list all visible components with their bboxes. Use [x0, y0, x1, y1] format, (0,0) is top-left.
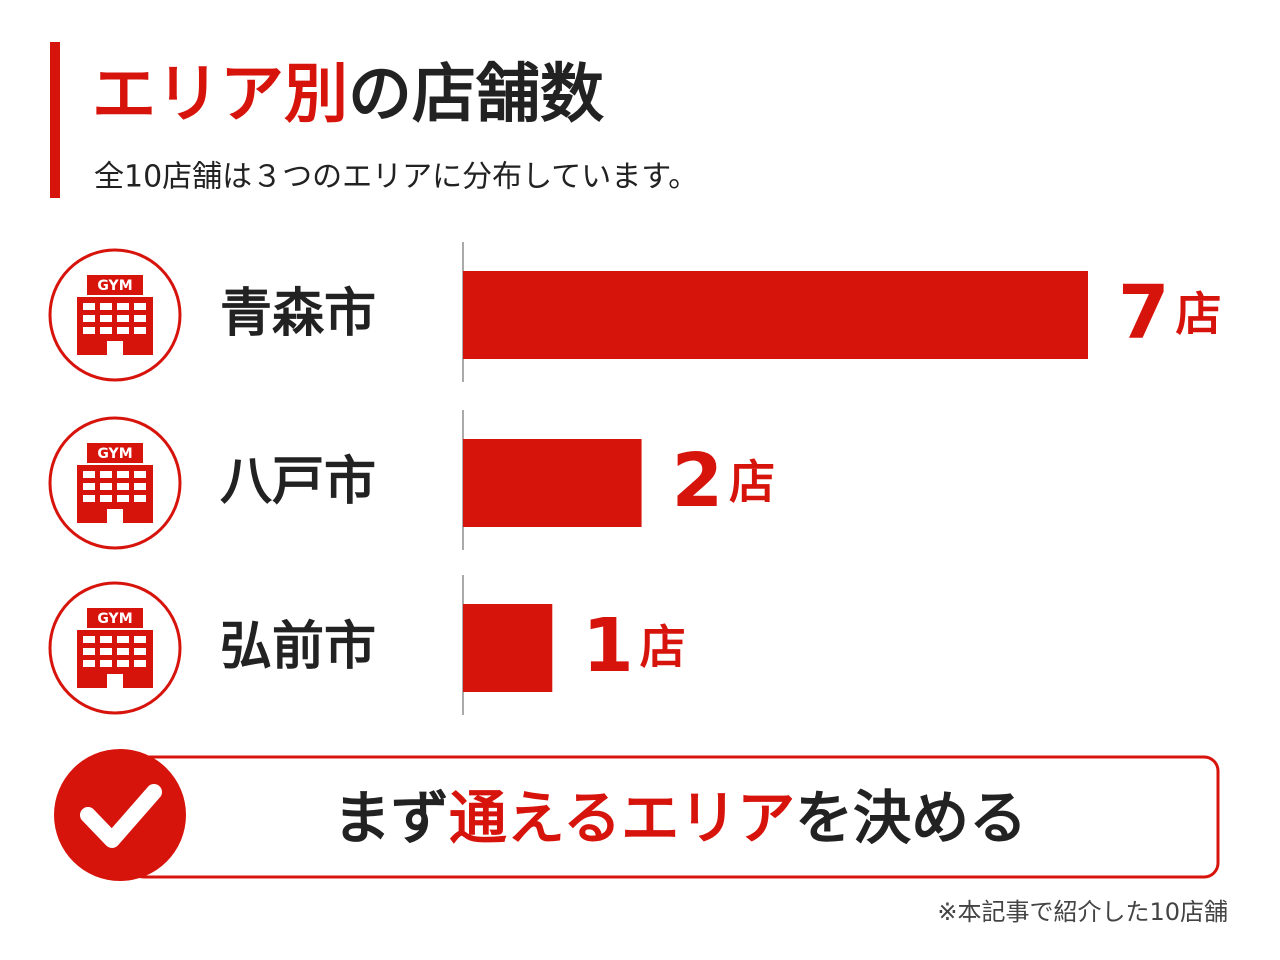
bar: [463, 604, 553, 692]
icon-window: [83, 636, 95, 643]
icon-window: [83, 327, 95, 334]
icon-door: [107, 509, 123, 523]
subtitle: 全10店舗は３つのエリアに分布しています。: [94, 160, 698, 195]
icon-window: [117, 471, 129, 478]
icon-window: [83, 471, 95, 478]
footnote: ※本記事で紹介した10店舗: [937, 898, 1228, 926]
callout-part: を決める: [795, 784, 1027, 852]
icon-window: [100, 315, 112, 322]
title-accent: [50, 42, 60, 198]
gym-icon: GYM: [48, 581, 182, 715]
callout-text: まず通えるエリアを決める: [333, 784, 1027, 852]
icon-window: [134, 483, 146, 490]
icon-label: GYM: [97, 278, 132, 294]
icon-window: [100, 495, 112, 502]
icon-window: [134, 471, 146, 478]
value-unit: 店: [729, 455, 775, 509]
icon-window: [83, 660, 95, 667]
icon-window: [83, 315, 95, 322]
icon-window: [117, 483, 129, 490]
chart-title: エリア別の店舗数: [92, 58, 604, 132]
callout-highlight: 通えるエリア: [449, 784, 795, 852]
category-label: 弘前市: [220, 617, 376, 677]
icon-window: [83, 483, 95, 490]
bar: [463, 439, 642, 527]
icon-window: [117, 315, 129, 322]
icon-sign: [87, 443, 143, 463]
icon-window: [134, 303, 146, 310]
icon-window: [117, 303, 129, 310]
icon-window: [117, 495, 129, 502]
icon-window: [134, 495, 146, 502]
gym-icon: GYM: [48, 248, 182, 382]
icon-label: GYM: [97, 611, 132, 627]
icon-window: [117, 327, 129, 334]
icon-window: [100, 471, 112, 478]
value-number: 7: [1118, 270, 1170, 356]
icon-window: [117, 636, 129, 643]
check-mark: [80, 784, 162, 848]
icon-window: [134, 660, 146, 667]
icon-sign: [87, 608, 143, 628]
category-label: 青森市: [220, 284, 376, 344]
value-number: 2: [672, 438, 724, 524]
gym-icon: GYM: [48, 416, 182, 550]
check-icon: [54, 749, 186, 881]
icon-window: [134, 315, 146, 322]
icon-window: [100, 636, 112, 643]
icon-window: [100, 648, 112, 655]
icon-window: [100, 660, 112, 667]
icon-window: [83, 303, 95, 310]
icon-window: [134, 327, 146, 334]
icon-door: [107, 341, 123, 355]
value-number: 1: [582, 603, 634, 689]
icon-label: GYM: [97, 446, 132, 462]
icon-window: [100, 303, 112, 310]
title-highlight: エリア別: [92, 58, 348, 132]
value-unit: 店: [1176, 287, 1222, 341]
icon-window: [117, 660, 129, 667]
category-label: 八戸市: [220, 452, 376, 512]
icon-window: [134, 636, 146, 643]
value-unit: 店: [640, 620, 686, 674]
title-rest: の店舗数: [348, 58, 604, 132]
icon-window: [100, 327, 112, 334]
icon-door: [107, 674, 123, 688]
bar: [463, 271, 1088, 359]
icon-window: [100, 483, 112, 490]
callout-part: まず: [333, 784, 449, 852]
icon-window: [83, 495, 95, 502]
icon-sign: [87, 275, 143, 295]
icon-window: [83, 648, 95, 655]
icon-window: [134, 648, 146, 655]
icon-window: [117, 648, 129, 655]
